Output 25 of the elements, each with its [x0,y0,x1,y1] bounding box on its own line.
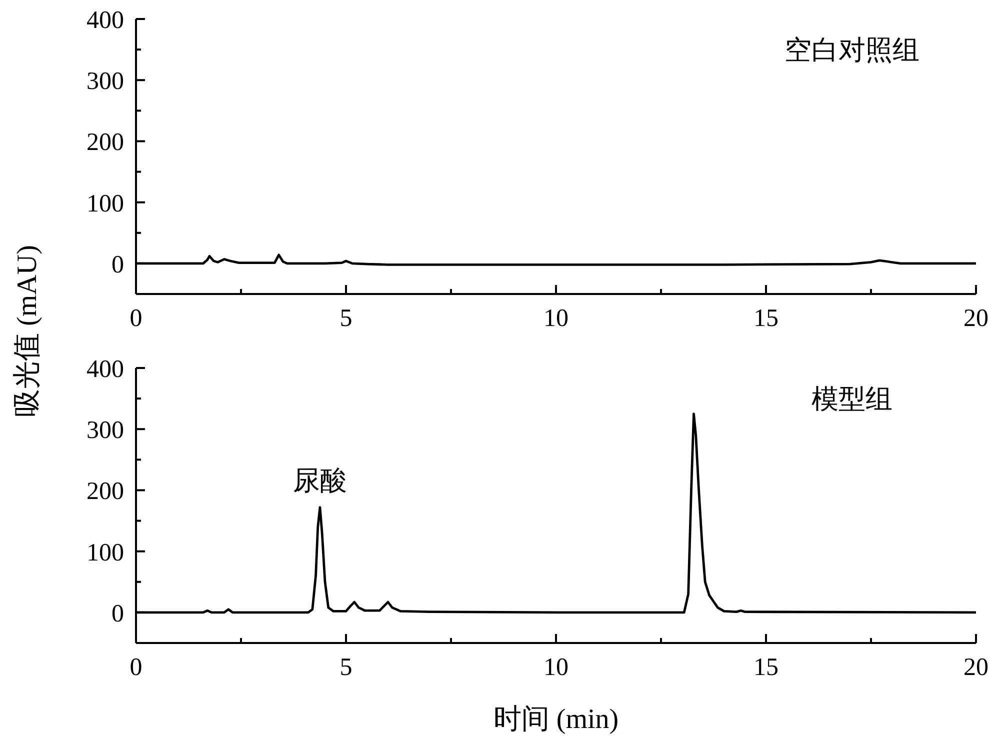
annotation: 空白对照组 [784,35,920,65]
y-tick-label: 100 [86,190,124,218]
x-tick-label: 10 [544,654,568,681]
x-tick-label: 10 [544,305,568,332]
y-tick-label: 400 [86,356,124,383]
x-tick-label: 20 [964,654,988,681]
y-tick-label: 0 [112,251,124,278]
y-tick-label: 0 [112,600,124,628]
x-tick-label: 5 [340,654,352,681]
annotation: 模型组 [812,384,892,414]
x-axis-title: 时间 (min) [493,704,619,735]
y-tick-label: 300 [86,68,124,96]
y-tick-label: 200 [86,129,124,156]
y-tick-label: 100 [86,539,124,566]
x-tick-label: 15 [754,654,778,681]
x-tick-label: 20 [964,305,988,332]
x-tick-label: 15 [754,305,778,332]
x-tick-label: 0 [130,305,142,332]
y-tick-label: 400 [86,7,124,34]
x-tick-label: 0 [130,654,142,681]
x-tick-label: 5 [340,305,352,332]
annotation: 尿酸 [292,465,347,496]
y-axis-title: 吸光值 (mAU) [12,245,43,417]
y-tick-label: 300 [86,417,124,444]
y-tick-label: 200 [86,478,124,506]
